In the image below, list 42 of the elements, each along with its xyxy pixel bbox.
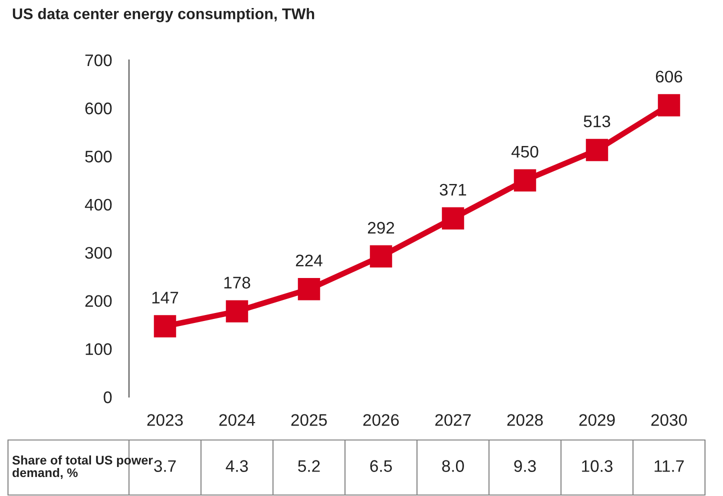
data-label: 450 (511, 146, 538, 158)
point (226, 300, 248, 322)
text: 10.3 (582, 460, 612, 472)
text: 3.7 (154, 460, 176, 472)
x-tick-label: 2024 (219, 414, 256, 426)
y-tick-label: 300 (85, 246, 112, 259)
point (586, 138, 608, 162)
y-tick-label: 0 (104, 391, 112, 404)
data-label: 513 (584, 115, 610, 128)
data-label: 224 (296, 254, 322, 266)
text: 9.3 (514, 460, 536, 472)
y-tick-label: 600 (85, 102, 112, 114)
data-label: 606 (656, 70, 682, 83)
data-label: 292 (368, 222, 394, 234)
point (154, 315, 176, 338)
point (370, 245, 392, 268)
point (658, 94, 680, 116)
text: 4.3 (226, 460, 248, 472)
chart-title: US data center energy consumption, TWh (12, 8, 314, 22)
x-tick-label: 2029 (579, 414, 615, 426)
x-tick-label: 2023 (147, 414, 183, 426)
point (298, 278, 320, 300)
x-tick-label: 2028 (507, 414, 543, 426)
x-tick-label: 2030 (651, 414, 687, 426)
point (442, 207, 464, 230)
y-tick-label: 100 (86, 343, 112, 356)
point (514, 169, 536, 192)
y-tick-label: 500 (85, 150, 112, 162)
x-tick-label: 2027 (435, 414, 471, 426)
data-label: 147 (152, 292, 178, 304)
text: 8.0 (442, 460, 464, 472)
text: 6.5 (370, 460, 392, 472)
data-label: 178 (224, 276, 250, 289)
text: 11.7 (654, 460, 684, 472)
data-label: 371 (440, 184, 466, 196)
y-tick-label: 700 (85, 54, 112, 66)
x-tick-label: 2025 (291, 414, 327, 426)
text: 5.2 (298, 460, 320, 472)
y-tick-label: 200 (85, 295, 112, 307)
y-tick-label: 400 (84, 198, 112, 211)
x-tick-label: 2026 (363, 414, 399, 426)
text: Share of total US power demand, % (12, 455, 153, 479)
